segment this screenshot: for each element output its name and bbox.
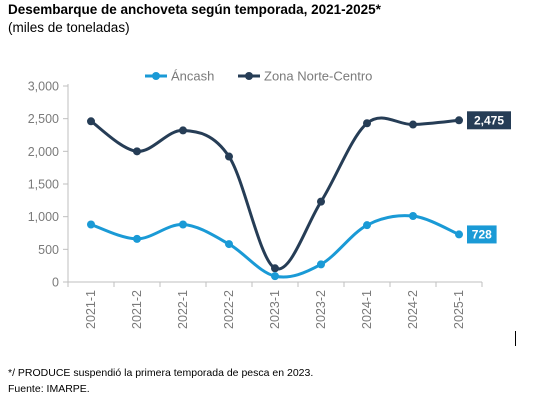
chart-subtitle: (miles de toneladas) bbox=[8, 20, 130, 35]
data-point-zona-norte-centro bbox=[225, 152, 233, 161]
data-point-ancash bbox=[455, 230, 463, 239]
text-cursor bbox=[515, 331, 516, 346]
chart-legend: Áncash Zona Norte-Centro bbox=[145, 69, 372, 84]
legend-label-zona-norte-centro: Zona Norte-Centro bbox=[264, 69, 372, 84]
data-point-zona-norte-centro bbox=[455, 116, 463, 125]
data-point-zona-norte-centro bbox=[271, 264, 279, 273]
data-point-ancash bbox=[271, 272, 279, 281]
legend-label-ancash: Áncash bbox=[171, 69, 214, 84]
x-tick-label: 2023-2 bbox=[314, 290, 328, 329]
data-point-zona-norte-centro bbox=[133, 147, 141, 156]
legend-marker-ancash bbox=[152, 72, 160, 80]
y-tick-label: 1,500 bbox=[28, 178, 59, 192]
end-label-box-ancash bbox=[467, 225, 497, 244]
data-point-zona-norte-centro bbox=[363, 119, 371, 128]
x-tick-label: 2024-2 bbox=[406, 290, 420, 329]
data-point-zona-norte-centro bbox=[87, 117, 95, 126]
end-label-box-zona-norte-centro bbox=[467, 111, 511, 130]
data-point-ancash bbox=[87, 220, 95, 229]
y-tick-label: 0 bbox=[52, 276, 59, 290]
end-label-ancash: 728 bbox=[472, 227, 492, 241]
y-tick-label: 2,000 bbox=[28, 145, 59, 159]
data-point-ancash bbox=[409, 212, 417, 221]
x-tick-label: 2022-1 bbox=[176, 290, 190, 329]
x-tick-label: 2021-2 bbox=[130, 290, 144, 329]
footnote: */ PRODUCE suspendió la primera temporad… bbox=[8, 367, 314, 379]
chart-plot-area: 2,475 728 bbox=[87, 111, 511, 281]
y-tick-label: 1,000 bbox=[28, 210, 59, 224]
data-point-zona-norte-centro bbox=[179, 126, 187, 135]
data-point-zona-norte-centro bbox=[317, 197, 325, 206]
data-point-ancash bbox=[179, 220, 187, 229]
y-tick-label: 3,000 bbox=[28, 80, 59, 94]
data-point-ancash bbox=[317, 260, 325, 269]
legend-marker-zona-norte-centro bbox=[245, 72, 253, 80]
data-point-ancash bbox=[363, 221, 371, 230]
data-point-zona-norte-centro bbox=[409, 120, 417, 129]
data-point-ancash bbox=[225, 240, 233, 249]
chart-axes: 0 500 1,000 1,500 2,000 2,500 3,000 2021-1 2021-… bbox=[28, 80, 483, 329]
y-tick-label: 500 bbox=[38, 243, 59, 257]
data-point-ancash bbox=[133, 234, 141, 243]
line-chart: 0 500 1,000 1,500 2,000 2,500 3,000 2021-1 2021-… bbox=[28, 69, 511, 329]
series-line-zona-norte-centro bbox=[89, 116, 461, 271]
source-note: Fuente: IMARPE. bbox=[8, 383, 90, 395]
x-tick-label: 2023-1 bbox=[268, 290, 282, 329]
x-tick-label: 2022-2 bbox=[222, 290, 236, 329]
end-label-zona-norte-centro: 2,475 bbox=[474, 113, 504, 127]
x-tick-label: 2025-1 bbox=[452, 290, 466, 329]
y-tick-label: 2,500 bbox=[28, 112, 59, 126]
chart-title: Desembarque de anchoveta según temporada… bbox=[8, 2, 381, 17]
x-tick-label: 2021-1 bbox=[84, 290, 98, 329]
x-tick-label: 2024-1 bbox=[360, 290, 374, 329]
